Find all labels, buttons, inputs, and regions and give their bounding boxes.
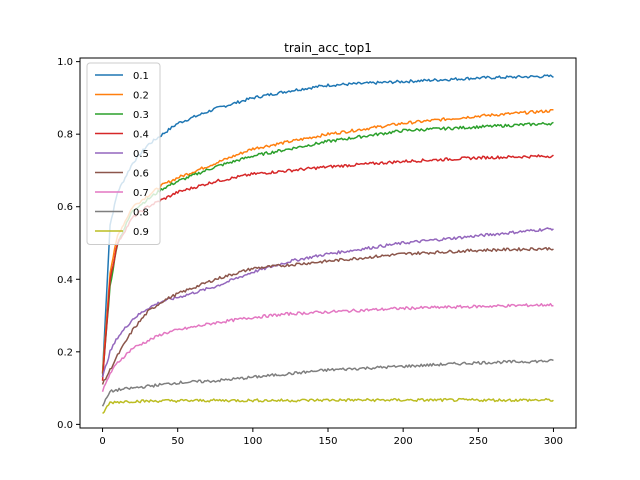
legend-label: 0.9 (133, 227, 149, 238)
legend: 0.1 0.2 0.3 0.4 0.5 0.6 0.7 0.8 0.9 (86, 62, 161, 245)
series-line-0.6 (101, 246, 554, 385)
legend-label: 0.2 (133, 91, 149, 102)
x-axis: 0 50 100 150 200 250 300 (99, 428, 563, 447)
y-tick-label: 0.8 (57, 130, 73, 141)
x-tick-label: 300 (544, 436, 563, 447)
series-line-0.4 (101, 154, 554, 381)
series-line-0.9 (102, 397, 554, 415)
series-line-0.5 (101, 227, 554, 378)
y-tick-label: 0.4 (57, 275, 73, 286)
y-tick-label: 1.0 (57, 57, 73, 68)
chart-title: train_acc_top1 (284, 41, 372, 55)
x-tick-label: 250 (469, 436, 488, 447)
y-axis: 0.0 0.2 0.4 0.6 0.8 1.0 (57, 57, 80, 431)
x-tick-label: 200 (394, 436, 413, 447)
y-tick-label: 0.0 (57, 420, 73, 431)
y-tick-label: 0.6 (57, 202, 73, 213)
series-line-0.1 (101, 74, 554, 374)
legend-label: 0.3 (133, 110, 149, 121)
plot-area (101, 74, 554, 415)
series-line-0.3 (101, 121, 554, 378)
x-tick-label: 100 (243, 436, 262, 447)
legend-box (86, 62, 161, 245)
x-tick-label: 0 (99, 436, 105, 447)
legend-label: 0.8 (133, 208, 149, 219)
y-tick-label: 0.2 (57, 347, 73, 358)
legend-label: 0.6 (133, 169, 149, 180)
x-tick-label: 50 (171, 436, 184, 447)
series-line-0.7 (101, 302, 554, 392)
series-line-0.8 (101, 358, 554, 407)
x-tick-label: 150 (318, 436, 337, 447)
legend-label: 0.4 (133, 130, 149, 141)
legend-label: 0.1 (133, 71, 149, 82)
series-line-0.2 (101, 108, 554, 374)
legend-label: 0.5 (133, 149, 149, 160)
legend-label: 0.7 (133, 188, 149, 199)
